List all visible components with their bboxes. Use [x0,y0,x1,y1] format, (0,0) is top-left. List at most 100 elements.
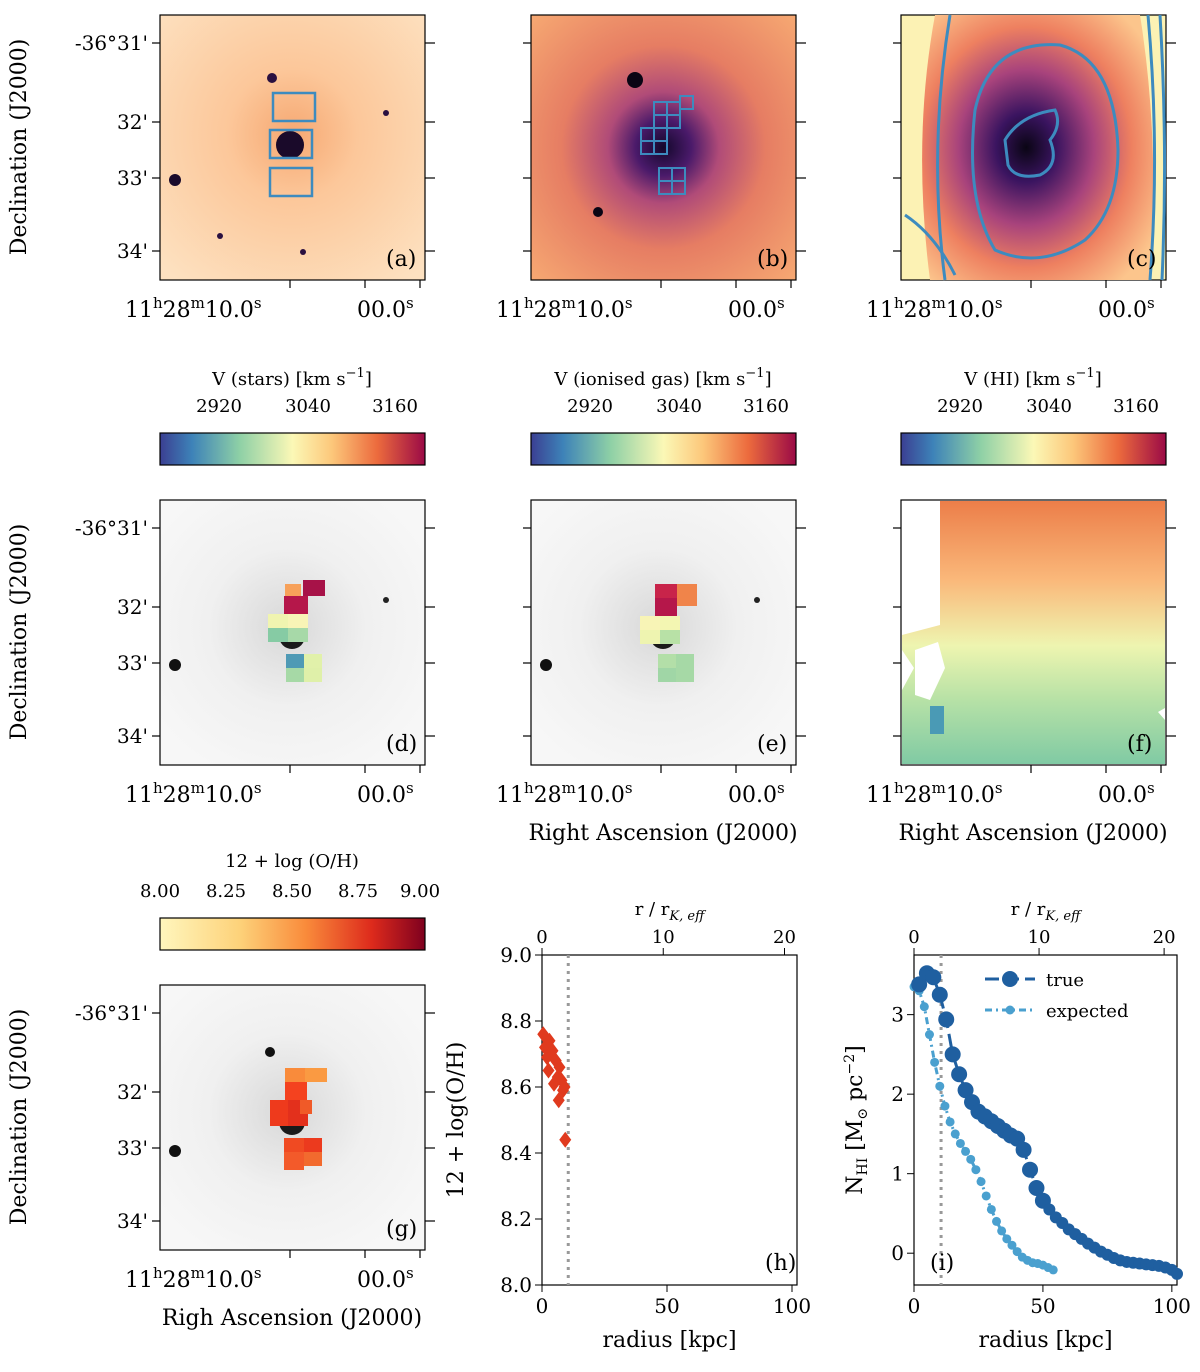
colorbar-gas: V (ionised gas) [km s−1] 2920 3040 3160 [530,366,797,466]
y-tick-label: 8.4 [500,1141,532,1165]
dec-tick-label: 32' [117,110,148,134]
top-tick-label: 10 [652,927,675,948]
series-expected-point [992,1216,1002,1226]
colorbar-hi: V (HI) [km s−1] 2920 3040 3160 [900,366,1167,466]
series-expected-point [997,1226,1007,1236]
region-box [268,128,314,160]
top-tick-label: 0 [908,927,919,948]
hi-contour [1158,14,1167,281]
data-point [542,1062,555,1079]
ylabel-declination: Declination (J2000) [7,39,32,256]
hi-contour [971,43,1120,260]
top-xlabel: r / rK, eff [1011,899,1083,924]
velocity-pixels [640,584,697,682]
series-expected-point [1002,1234,1012,1244]
panel-b: (b) [530,14,797,281]
legend-expected-label: expected [1046,1001,1128,1022]
galaxy-core [276,131,304,159]
x-tick-label: 100 [1153,1294,1191,1318]
series-expected-point [1048,1265,1058,1275]
panel-d: (d) [159,499,426,766]
panel-label-b: (b) [757,247,788,272]
panel-label-i: (i) [930,1251,954,1276]
series-true-point [931,986,948,1003]
series-true-point [1028,1179,1045,1196]
y-tick-label: 3 [891,1003,904,1027]
x-axis-label: radius [kpc] [602,1328,736,1353]
legend-expected-marker [1005,1005,1015,1015]
dec-tick-label: 32' [117,1080,148,1104]
series-expected-point [966,1154,976,1164]
colorbar-oh-tick: 8.50 [272,881,312,902]
y-axis-label: NHI [M⊙ pc−2] [842,1045,871,1194]
series-expected-point [986,1204,996,1214]
plot-frame [541,954,798,1286]
colorbar-hi-bar [900,432,1167,466]
colorbar-stars-tick: 3040 [285,396,331,417]
colorbar-stars-tick: 3160 [372,396,418,417]
x-tick-label: 50 [1030,1294,1055,1318]
y-tick-label: 8.2 [500,1207,532,1231]
ra-tick-label: 11h28m10.0s [496,779,633,808]
colorbar-stars-bar [159,432,426,466]
chart-h: 0 50 100 0 10 20 r / rK, eff radius [kpc] 8.0 8.2… [444,899,811,1353]
oh-pixels [270,1068,327,1170]
series-expected-point [971,1165,981,1175]
series-true-point [1022,1161,1039,1178]
colorbar-gas-tick: 2920 [567,396,613,417]
series-expected-point [940,1101,950,1111]
x-axis-label: radius [kpc] [978,1328,1112,1353]
top-tick-label: 0 [536,927,547,948]
image-axes: -36°31' 32' 33' 34' 11h28m10.0s 00.0s 11h28m10… [7,31,1176,1331]
hi-contour [1146,14,1157,281]
colorbar-oh-bar [159,917,426,951]
star [593,207,603,217]
dec-tick-label: 34' [117,239,148,263]
chart-i: 0 50 100 0 10 20 r / rK, eff radius [kpc] 0 1 2 3 NH… [842,899,1191,1353]
panel-f-image [902,501,1165,764]
series-expected-point [924,1030,934,1040]
colorbar-hi-tick: 3040 [1026,396,1072,417]
colorbar-gas-tick: 3160 [743,396,789,417]
top-xlabel: r / rK, eff [635,899,707,924]
colorbar-hi-tick: 3160 [1113,396,1159,417]
panel-e: (e) [530,499,797,766]
y-tick-label: 8.0 [500,1273,532,1297]
series-expected-point [930,1057,940,1067]
x-tick-label: 0 [908,1294,921,1318]
ra-tick-label: 11h28m10.0s [866,779,1003,808]
ra-tick-label: 00.0s [728,779,785,808]
hi-contour [1003,108,1060,178]
dec-tick-label: 34' [117,1209,148,1233]
ylabel-declination: Declination (J2000) [7,524,32,741]
colorbar-stars: V (stars) [km s−1] 2920 3040 3160 [159,366,426,466]
dec-tick-label: 33' [117,651,148,675]
series-true-point [1171,1267,1183,1280]
panel-f-pixel [930,706,944,734]
dec-tick-label: 34' [117,724,148,748]
star [627,72,643,88]
star [267,73,277,83]
series-true-point [911,976,928,993]
y-tick-label: 8.8 [500,1009,532,1033]
x-tick-label: 0 [536,1294,549,1318]
y-tick-label: 8.6 [500,1075,532,1099]
series-expected-point [961,1146,971,1156]
dec-tick-label: 32' [117,595,148,619]
y-tick-label: 0 [891,1241,904,1265]
series-expected-point [955,1138,965,1148]
star [265,1047,275,1057]
colorbar-oh-tick: 8.00 [140,881,180,902]
region-box-grid [640,95,694,195]
series-true-point [925,969,942,986]
series-true-point [944,1046,961,1063]
series-true-point [1015,1141,1032,1158]
colorbar-hi-tick: 2920 [937,396,983,417]
x-tick-label: 50 [654,1294,679,1318]
xlabel-right-ascension: Righ Ascension (J2000) [162,1306,422,1331]
star [300,249,306,255]
panel-b-image [530,14,797,281]
ra-tick-label: 00.0s [357,1264,414,1293]
series-expected-point [945,1117,955,1127]
